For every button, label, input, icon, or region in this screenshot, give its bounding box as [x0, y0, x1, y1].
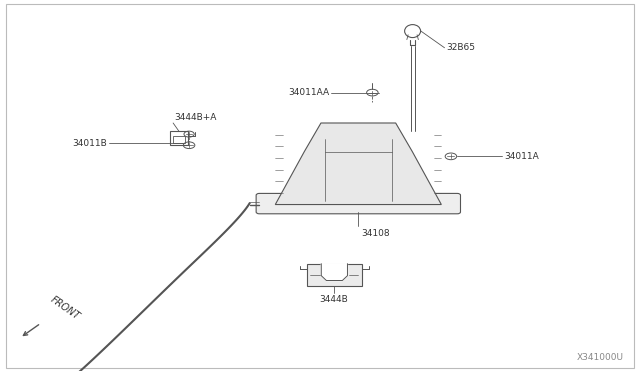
- Text: 34108: 34108: [362, 229, 390, 238]
- Text: X341000U: X341000U: [577, 353, 623, 362]
- Bar: [307, 264, 362, 286]
- Polygon shape: [321, 264, 348, 280]
- Text: 34011B: 34011B: [72, 139, 108, 148]
- Bar: [170, 131, 188, 145]
- Bar: [173, 136, 184, 143]
- Text: 34011A: 34011A: [504, 152, 539, 161]
- Text: 3444B: 3444B: [319, 295, 348, 304]
- Text: 32B65: 32B65: [447, 43, 476, 52]
- Text: 34011AA: 34011AA: [289, 88, 330, 97]
- Text: FRONT: FRONT: [49, 294, 81, 321]
- Text: 3444B+A: 3444B+A: [174, 113, 217, 122]
- Polygon shape: [275, 123, 442, 205]
- FancyBboxPatch shape: [256, 193, 461, 214]
